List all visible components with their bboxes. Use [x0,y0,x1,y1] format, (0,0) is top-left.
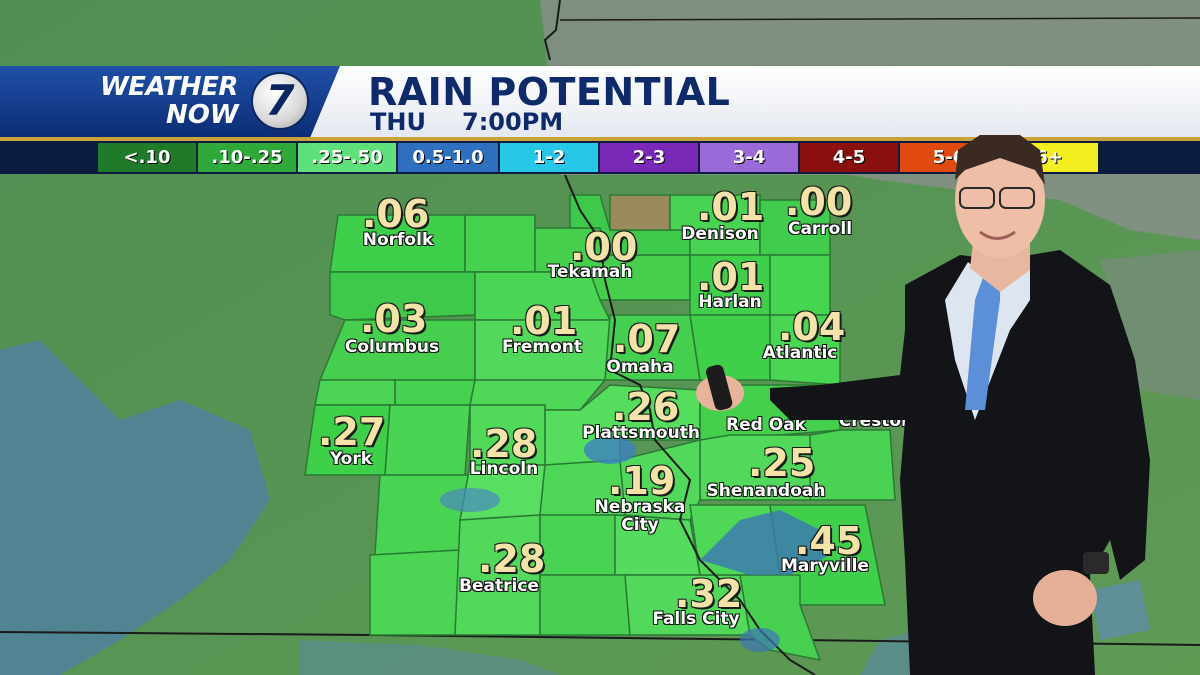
rain-amount: .00 [785,180,853,224]
city-label: Plattsmouth [582,423,700,443]
brand-now-text: NOW [166,100,239,130]
rain-amount: .28 [478,537,546,581]
city-label: Red Oak [726,415,806,435]
channel-logo [251,72,309,130]
rain-amount: .26 [612,385,680,429]
city-label: Fremont [501,337,583,357]
legend-item: 3-4 [700,143,798,172]
title-panel [310,66,1200,138]
channel-number: 7 [265,76,295,125]
city-label: Carroll [787,219,853,239]
rain-amount: .25 [748,441,816,485]
forecast-time: 7:00PM [462,108,564,136]
city-label: Atlantic [762,343,838,363]
rain-amount: .07 [613,317,681,361]
city-label: Omaha [606,357,674,377]
city-label: Beatrice [459,576,539,596]
city-label: York [329,449,373,469]
brand-weather-text: WEATHER [100,72,238,102]
city-label: Norfolk [362,230,434,250]
legend-item: 0.5-1.0 [398,143,498,172]
city-label: Falls City [652,609,740,629]
legend-item: 2-3 [600,143,698,172]
rain-amount: .01 [697,185,765,229]
rain-amount: .45 [795,519,863,563]
legend-item: .25-.50 [298,143,396,172]
divider-line [0,137,1200,141]
rain-amount: .01 [697,255,765,299]
legend-item: <.10 [98,143,196,172]
rain-amount: .27 [318,410,386,454]
legend-item: 1-2 [500,143,598,172]
city-label: Lincoln [469,459,539,479]
city-label: Shenandoah [706,481,826,501]
city-label: Columbus [344,337,440,357]
rain-amount: .01 [510,299,578,343]
city-label: Nebraska City [594,497,686,535]
rain-amount: .32 [675,572,743,616]
city-label: Harlan [698,292,762,312]
city-label: Denison [681,224,759,244]
rain-amount: .19 [608,459,676,503]
legend-item: 4-5 [800,143,898,172]
rain-amount: .28 [470,422,538,466]
rain-amount: .04 [778,305,846,349]
legend-item: .10-.25 [198,143,296,172]
rain-amount: .03 [360,297,428,341]
forecast-day: THU [370,108,426,136]
page-title: RAIN POTENTIAL [368,70,731,114]
city-label: Maryville [781,556,869,576]
city-label: Tekamah [547,262,633,282]
rain-amount: .06 [362,192,430,236]
rain-amount: .00 [570,225,638,269]
